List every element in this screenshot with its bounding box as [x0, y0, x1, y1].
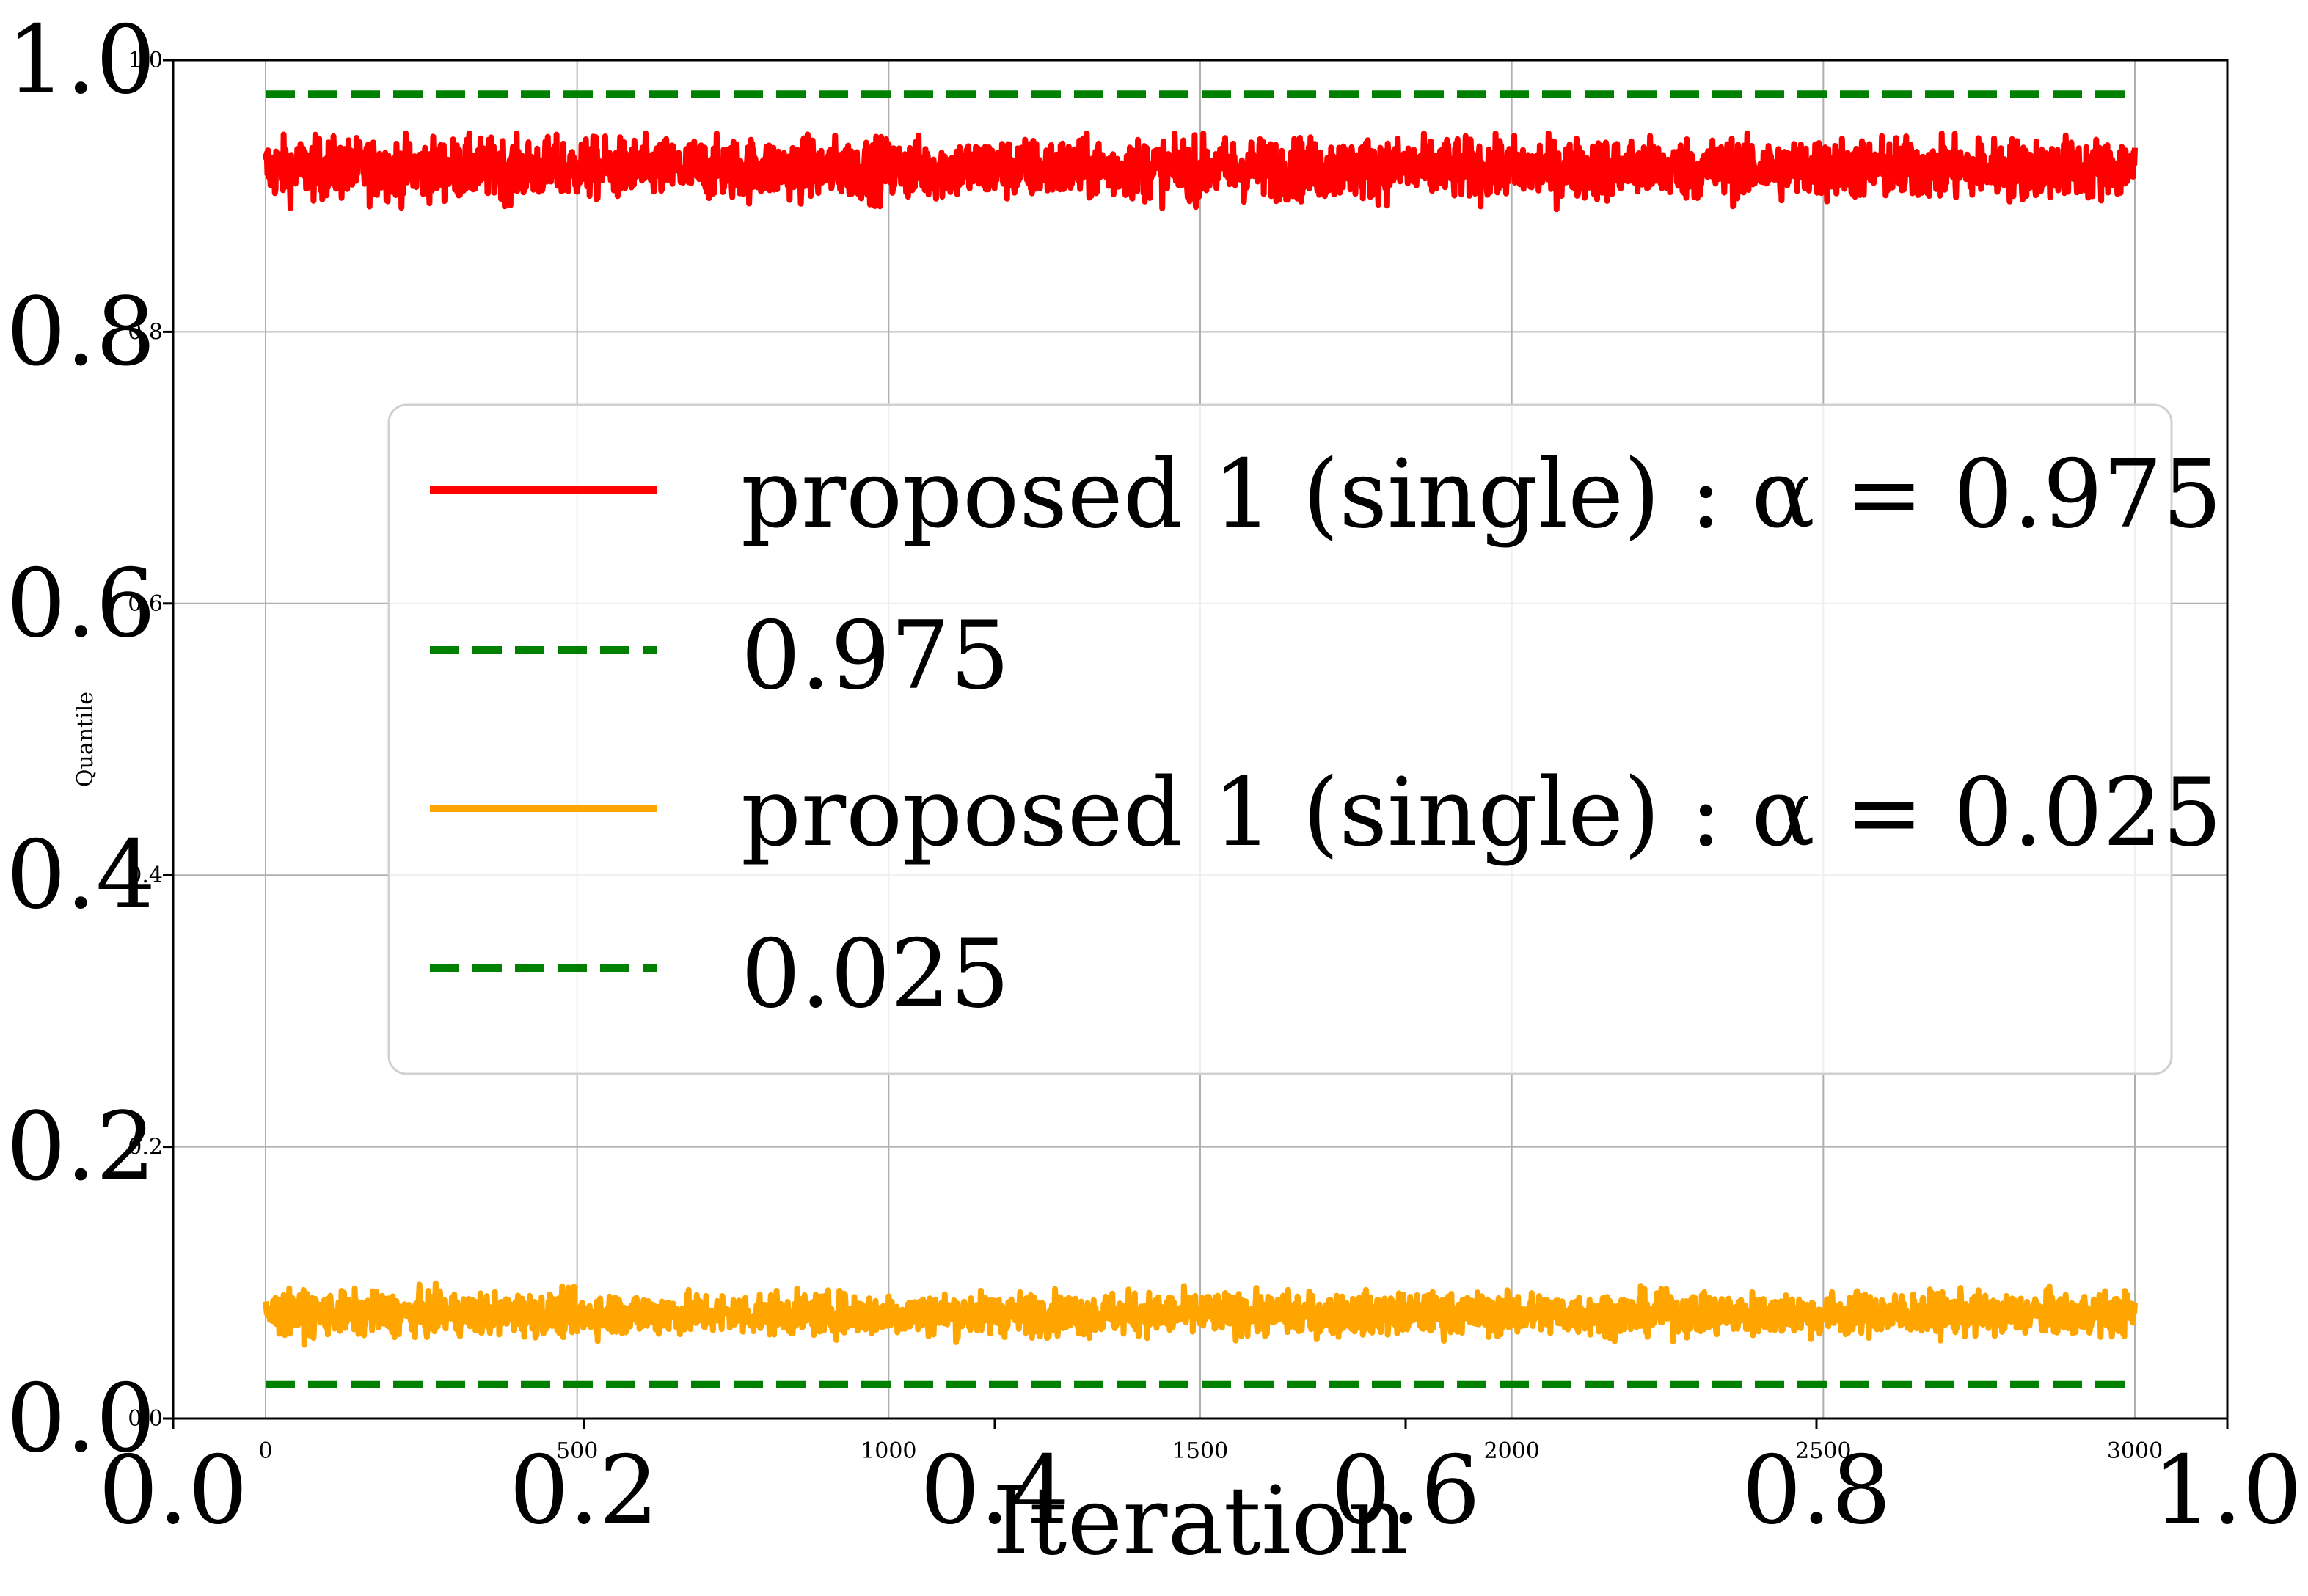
x-tick-label: 2000: [1483, 1438, 1539, 1464]
inner-axes: 0 500 1000 1500 2000 2500 3000 0.0 0.2 0.4 0.6 0.8 1…: [128, 48, 2163, 1464]
outer-y-tick-label: 0.2: [6, 1093, 156, 1202]
x-axis-label: Iteration: [992, 1467, 1408, 1576]
y-axis-label: Quantile: [73, 692, 98, 787]
y-tick-label: 1.0: [128, 48, 163, 73]
outer-y-tick-label: 0.6: [6, 549, 156, 659]
y-tick-label: 0.4: [128, 863, 163, 888]
x-tick-label: 0: [258, 1438, 272, 1464]
y-tick-label: 0.6: [128, 591, 163, 617]
x-tick-label: 1500: [1172, 1438, 1228, 1464]
legend-label-4: 0.025: [741, 920, 1009, 1029]
outer-x-tick-label: 0.2: [509, 1436, 659, 1545]
y-tick-label: 0.0: [128, 1406, 163, 1432]
outer-x-tick-label: 0.8: [1742, 1436, 1891, 1545]
outer-x-tick-label: 0.4: [920, 1436, 1070, 1545]
x-tick-label: 2500: [1795, 1438, 1851, 1464]
y-tick-label: 0.8: [128, 319, 163, 345]
legend-label-3: proposed 1 (single) : α = 0.025: [741, 758, 2222, 868]
outer-y-tick-label: 0.8: [6, 277, 156, 387]
series-layer: [263, 90, 2138, 1388]
y-tick-label: 0.2: [128, 1135, 163, 1160]
outer-x-tick-label: 1.0: [2152, 1436, 2302, 1545]
outer-x-tick-label: 0.0: [98, 1436, 248, 1545]
series-line-0: [263, 131, 2138, 213]
x-tick-label: 500: [556, 1438, 598, 1464]
outer-y-tick-label: 0.4: [6, 821, 156, 930]
legend-box: [387, 403, 2173, 1075]
plot-frame: [172, 59, 2229, 1420]
x-tick-label: 1000: [861, 1438, 916, 1464]
x-tick-label: 3000: [2107, 1438, 2163, 1464]
series-line-2: [263, 1280, 2138, 1348]
outer-x-tick-label: 0.6: [1331, 1436, 1480, 1545]
outer-y-tick-label: 1.0: [6, 6, 156, 115]
outer-y-tick-label: 0.0: [6, 1364, 156, 1474]
legend: proposed 1 (single) : α = 0.975 0.975 pr…: [387, 403, 2222, 1075]
outer-axes: 0.0 0.2 0.4 0.6 0.8 1.0 0.0 0.2 0.4 0.6 0.8 1.0: [6, 6, 2301, 1545]
legend-label-2: 0.975: [741, 601, 1009, 711]
legend-label-1: proposed 1 (single) : α = 0.975: [741, 440, 2222, 549]
